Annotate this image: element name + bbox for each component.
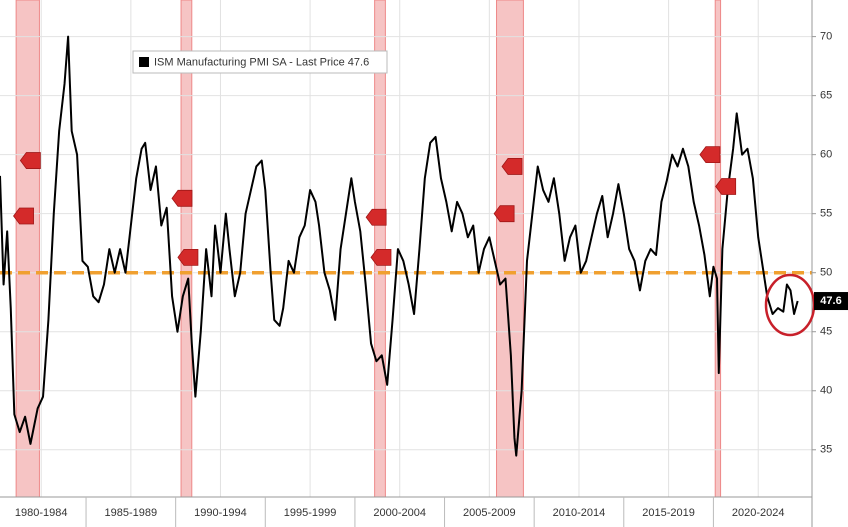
y-tick-label: 50 [820, 267, 832, 279]
x-tick-label: 2020-2024 [732, 507, 785, 519]
plot-area [0, 0, 812, 497]
recession-band [496, 0, 524, 498]
event-marker [501, 158, 523, 175]
last-value-label: 47.6 [820, 295, 841, 307]
x-tick-label: 1985-1989 [105, 507, 158, 519]
y-tick-label: 35 [820, 444, 832, 456]
legend-box [132, 50, 388, 74]
event-marker [19, 152, 41, 169]
y-tick-label: 65 [820, 90, 832, 102]
y-tick-label: 45 [820, 326, 832, 338]
recession-band [180, 0, 193, 498]
event-marker [493, 205, 515, 223]
data-line [0, 35, 799, 457]
x-tick-label: 2000-2004 [373, 507, 426, 519]
event-marker [13, 207, 34, 225]
legend-swatch [139, 57, 149, 67]
event-marker [370, 248, 392, 266]
event-marker [699, 146, 721, 164]
y-tick-label: 40 [820, 385, 832, 397]
x-tick-label: 1980-1984 [15, 507, 68, 519]
event-marker [365, 208, 387, 226]
x-tick-label: 2010-2014 [553, 507, 606, 519]
y-tick-label: 60 [820, 149, 832, 161]
y-tick-label: 55 [820, 208, 832, 220]
last-value-box [814, 292, 848, 311]
x-tick-label: 2005-2009 [463, 507, 516, 519]
event-marker [171, 189, 193, 207]
recession-band [374, 0, 386, 498]
legend-label: ISM Manufacturing PMI SA - Last Price 47… [154, 56, 369, 68]
x-tick-label: 1990-1994 [194, 507, 247, 519]
legend: ISM Manufacturing PMI SA - Last Price 47… [132, 50, 388, 74]
x-tick-label: 2015-2019 [642, 507, 695, 519]
y-tick-label: 70 [820, 31, 832, 43]
recession-band [714, 0, 722, 498]
x-tick-label: 1995-1999 [284, 507, 337, 519]
recession-band [15, 0, 40, 498]
event-marker [177, 248, 199, 266]
event-marker [715, 178, 737, 195]
